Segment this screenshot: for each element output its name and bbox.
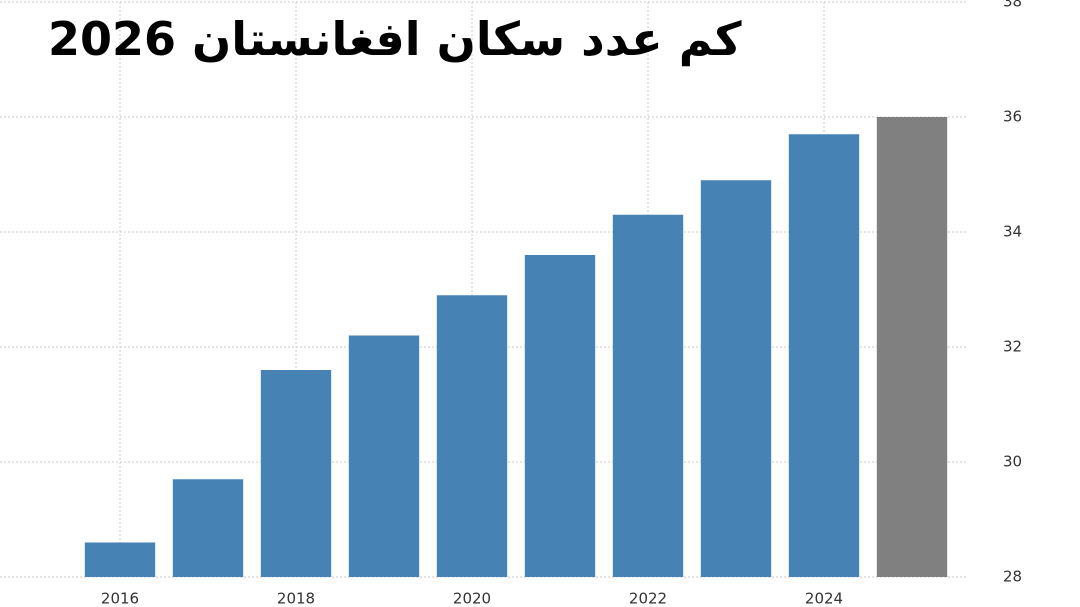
y-tick-label: 28 [1003,568,1022,586]
x-tick-label: 2018 [277,590,315,607]
bar [788,134,860,577]
y-tick-label: 34 [1003,223,1022,241]
bar [348,335,420,577]
y-tick-label: 30 [1003,453,1022,471]
x-tick-label: 2022 [629,590,667,607]
bar [260,370,332,577]
x-tick-label: 2024 [805,590,843,607]
bar [612,214,684,577]
bar [84,542,156,577]
bar [436,295,508,577]
bar [524,255,596,577]
bar [700,180,772,577]
y-tick-label: 36 [1003,108,1022,126]
x-tick-label: 2016 [101,590,139,607]
y-tick-label: 32 [1003,338,1022,356]
x-tick-label: 2020 [453,590,491,607]
bar [172,479,244,577]
chart-title: كم عدد سكان افغانستان 2026 [48,12,742,66]
y-tick-label: 38 [1003,0,1022,11]
bar [876,117,948,577]
